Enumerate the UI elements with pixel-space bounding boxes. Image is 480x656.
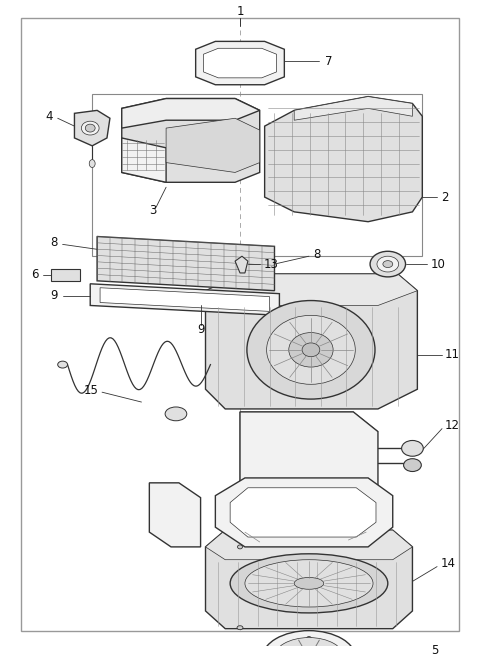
Polygon shape bbox=[97, 237, 275, 291]
Polygon shape bbox=[122, 138, 166, 182]
Polygon shape bbox=[294, 96, 412, 120]
Polygon shape bbox=[149, 483, 201, 547]
Ellipse shape bbox=[230, 554, 388, 613]
Ellipse shape bbox=[89, 159, 95, 167]
Text: 6: 6 bbox=[32, 268, 39, 281]
Ellipse shape bbox=[237, 626, 243, 630]
Polygon shape bbox=[122, 98, 260, 128]
Polygon shape bbox=[205, 274, 418, 409]
Ellipse shape bbox=[245, 560, 373, 607]
Polygon shape bbox=[100, 288, 270, 312]
Text: 10: 10 bbox=[431, 258, 446, 270]
Polygon shape bbox=[216, 478, 393, 547]
Ellipse shape bbox=[298, 652, 320, 656]
Text: 11: 11 bbox=[445, 348, 460, 361]
Ellipse shape bbox=[238, 545, 242, 549]
Ellipse shape bbox=[383, 260, 393, 268]
Text: 1: 1 bbox=[236, 5, 244, 18]
Ellipse shape bbox=[402, 440, 423, 456]
Text: 8: 8 bbox=[50, 236, 58, 249]
Text: 5: 5 bbox=[431, 644, 439, 656]
Ellipse shape bbox=[165, 407, 187, 420]
Polygon shape bbox=[51, 269, 80, 281]
Ellipse shape bbox=[370, 251, 406, 277]
Text: 9: 9 bbox=[50, 289, 58, 302]
Ellipse shape bbox=[307, 636, 312, 640]
Polygon shape bbox=[205, 274, 418, 306]
Text: 9: 9 bbox=[197, 323, 204, 336]
Text: 8: 8 bbox=[313, 248, 320, 260]
Text: 14: 14 bbox=[441, 557, 456, 570]
Text: 7: 7 bbox=[325, 54, 332, 68]
Text: 3: 3 bbox=[150, 205, 157, 217]
Polygon shape bbox=[90, 284, 279, 316]
Bar bbox=[92, 94, 422, 256]
Text: 2: 2 bbox=[441, 191, 448, 203]
Ellipse shape bbox=[294, 577, 324, 589]
Polygon shape bbox=[156, 489, 194, 541]
Ellipse shape bbox=[81, 121, 99, 135]
Polygon shape bbox=[205, 530, 412, 560]
Polygon shape bbox=[205, 530, 412, 628]
Polygon shape bbox=[235, 256, 248, 273]
Ellipse shape bbox=[404, 459, 421, 472]
Polygon shape bbox=[230, 488, 376, 537]
Polygon shape bbox=[166, 118, 260, 173]
Polygon shape bbox=[240, 412, 378, 432]
Text: 12: 12 bbox=[445, 419, 460, 432]
Polygon shape bbox=[240, 412, 264, 502]
Ellipse shape bbox=[377, 256, 399, 272]
Ellipse shape bbox=[58, 361, 68, 368]
Ellipse shape bbox=[289, 333, 333, 367]
Ellipse shape bbox=[274, 638, 345, 656]
Ellipse shape bbox=[266, 316, 355, 384]
Text: 15: 15 bbox=[83, 384, 98, 397]
Ellipse shape bbox=[262, 630, 356, 656]
Ellipse shape bbox=[247, 300, 375, 399]
Polygon shape bbox=[204, 49, 276, 78]
Polygon shape bbox=[74, 110, 110, 146]
Polygon shape bbox=[196, 41, 284, 85]
Text: 13: 13 bbox=[264, 258, 278, 270]
Text: 4: 4 bbox=[45, 110, 53, 123]
Polygon shape bbox=[240, 412, 378, 502]
Ellipse shape bbox=[85, 124, 95, 132]
Polygon shape bbox=[264, 96, 422, 222]
Ellipse shape bbox=[302, 343, 320, 357]
Polygon shape bbox=[122, 98, 260, 182]
